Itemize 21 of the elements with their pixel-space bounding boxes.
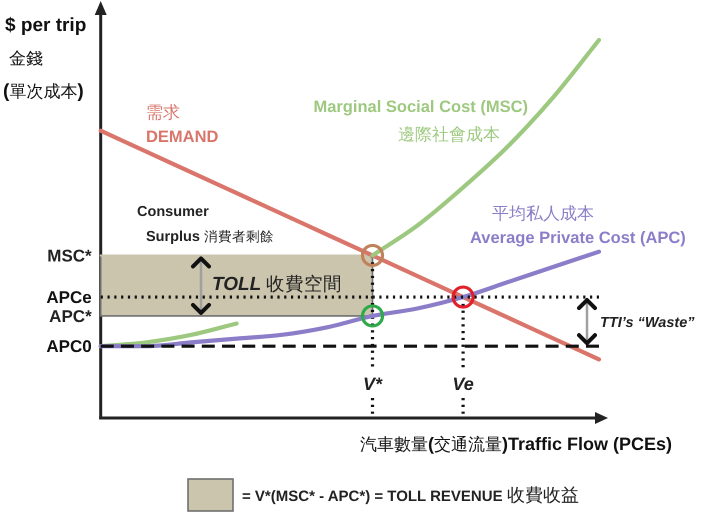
series-name: 需求 — [146, 103, 180, 122]
series-name: 邊際社會成本 — [398, 125, 500, 144]
annotation: APC* — [49, 306, 92, 326]
series-name: Marginal Social Cost (MSC) — [313, 98, 528, 116]
series-name: DEMAND — [146, 128, 218, 146]
series-name: 平均私人成本 — [492, 204, 594, 223]
annotation: MSC* — [47, 246, 92, 266]
ylabel: 金錢 — [9, 49, 43, 68]
annotation: Consumer — [137, 204, 209, 220]
x-tick-label: V* — [363, 374, 382, 394]
annotation: TTI’s “Waste” — [600, 315, 695, 331]
series-name: APCe — [46, 288, 92, 308]
series-name: APC0 — [46, 337, 92, 356]
series-name: Average Private Cost (APC) — [470, 229, 686, 247]
ylabel: (單次成本) — [3, 81, 84, 102]
annotation: TOLL 收費空間 — [212, 273, 342, 295]
xlabel: 汽車數量(交通流量)Traffic Flow (PCEs) — [360, 434, 672, 454]
ylabel: $ per trip — [5, 15, 86, 36]
legend-label: = V*(MSC* - APC*) = TOLL REVENUE 收費收益 — [242, 485, 579, 505]
x-tick-label: Ve — [452, 374, 474, 394]
annotation: Surplus 消費者剩餘 — [146, 229, 274, 245]
